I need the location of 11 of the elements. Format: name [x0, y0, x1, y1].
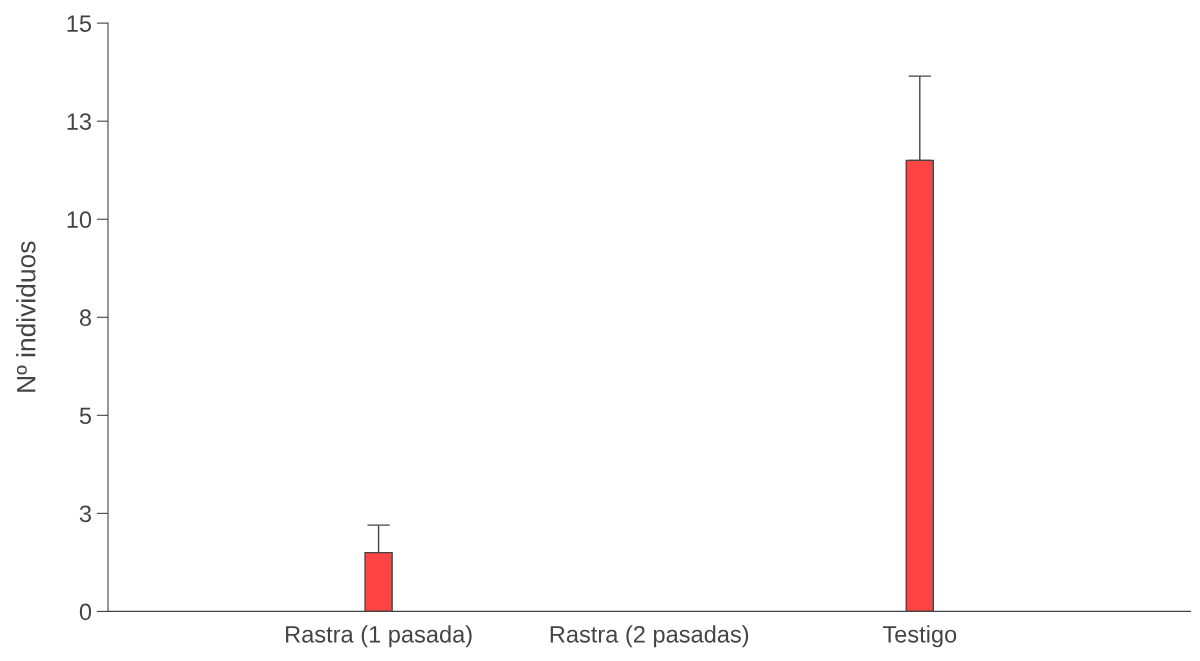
y-tick-label: 5: [79, 407, 92, 425]
y-tick-label: 15: [67, 15, 92, 32]
y-tick-label: 0: [79, 603, 92, 621]
y-axis-title: Nº individuos: [16, 241, 36, 392]
x-tick-label: Rastra (2 pasadas): [550, 625, 749, 648]
y-tick-label: 8: [79, 309, 91, 327]
y-tick-label: 3: [79, 505, 91, 523]
y-tick-label: 13: [67, 113, 91, 130]
y-tick-label: 10: [67, 211, 92, 229]
x-tick-label: Rastra (1 pasada): [286, 625, 472, 648]
x-tick-label: Testigo: [882, 625, 957, 648]
